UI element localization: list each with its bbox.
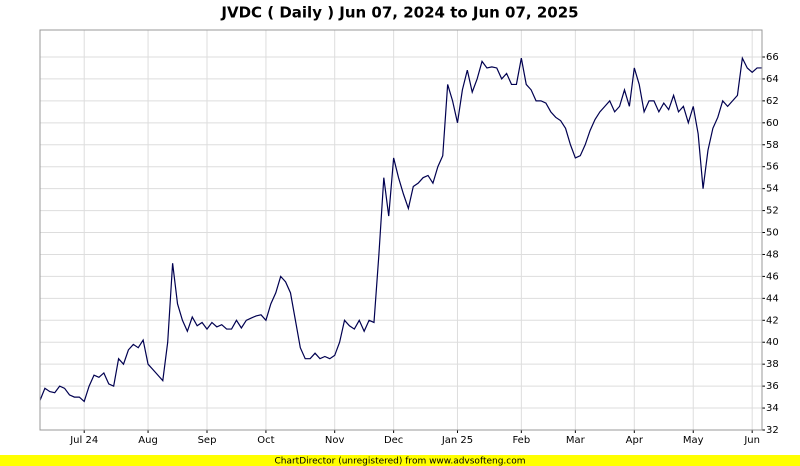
y-tick-label: 42 xyxy=(766,315,779,326)
y-tick-label: 62 xyxy=(766,96,779,107)
y-tick-label: 34 xyxy=(766,403,779,414)
x-tick-label: Oct xyxy=(257,435,274,446)
x-tick-label: Apr xyxy=(626,435,644,446)
footer-bar xyxy=(0,455,800,466)
plot-border xyxy=(39,29,763,431)
x-tick-label: Sep xyxy=(198,435,217,446)
x-tick-label: Nov xyxy=(325,435,345,446)
y-tick-label: 36 xyxy=(766,381,779,392)
y-tick-label: 66 xyxy=(766,52,779,63)
x-tick-label: Jul 24 xyxy=(69,435,98,446)
x-tick-label: Jun xyxy=(743,435,760,446)
chart-title: JVDC ( Daily ) Jun 07, 2024 to Jun 07, 2… xyxy=(220,4,578,22)
y-tick-label: 52 xyxy=(766,206,779,217)
y-tick-label: 40 xyxy=(766,337,779,348)
x-tick-label: May xyxy=(683,435,704,446)
y-tick-label: 46 xyxy=(766,271,779,282)
x-tick-label: Feb xyxy=(512,435,530,446)
y-tick-label: 60 xyxy=(766,118,779,129)
y-tick-label: 32 xyxy=(766,425,779,436)
y-tick-label: 64 xyxy=(766,74,779,85)
y-tick-label: 50 xyxy=(766,228,779,239)
x-tick-label: Mar xyxy=(566,435,586,446)
x-tick-label: Aug xyxy=(138,435,158,446)
y-tick-label: 48 xyxy=(766,249,779,260)
y-tick-label: 56 xyxy=(766,162,779,173)
y-tick-label: 38 xyxy=(766,359,779,370)
x-tick-label: Dec xyxy=(384,435,403,446)
footer-text: ChartDirector (unregistered) from www.ad… xyxy=(274,457,525,466)
y-tick-label: 44 xyxy=(766,293,779,304)
y-tick-label: 58 xyxy=(766,140,779,151)
y-tick-label: 54 xyxy=(766,184,779,195)
price-line xyxy=(39,56,762,403)
x-tick-label: Jan 25 xyxy=(441,435,473,446)
